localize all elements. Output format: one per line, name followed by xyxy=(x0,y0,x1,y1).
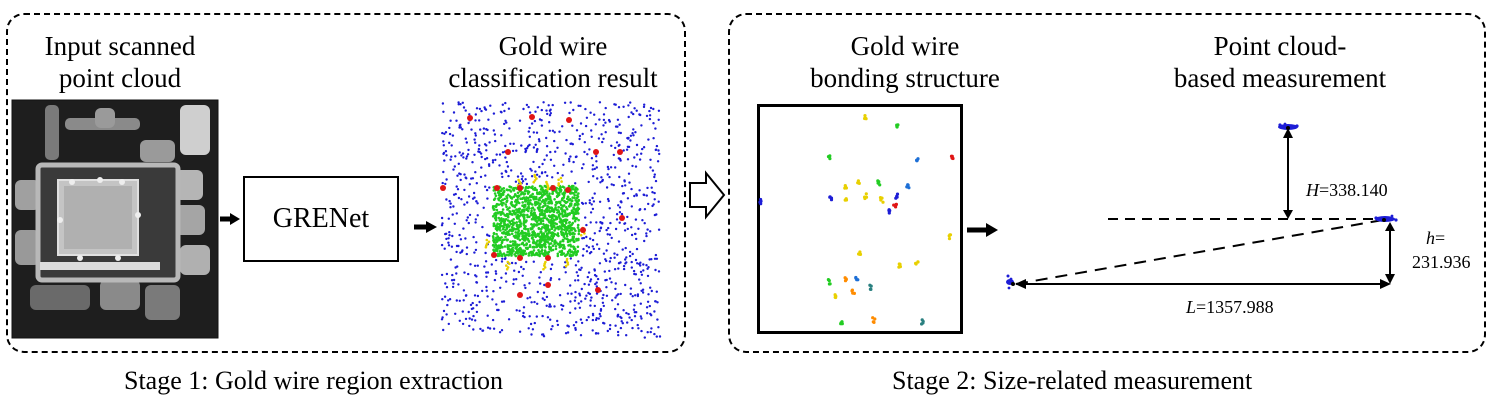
classification-title-line2: classification result xyxy=(448,63,658,93)
scan-title: Input scanned point cloud xyxy=(20,30,220,94)
h-equals: = xyxy=(1435,228,1446,248)
L-value: =1357.988 xyxy=(1196,297,1274,317)
measurement-title-line1: Point cloud- xyxy=(1213,31,1347,61)
bonding-structure-frame xyxy=(757,104,963,334)
measurement-title-line2: based measurement xyxy=(1173,63,1387,93)
L-variable: L xyxy=(1186,297,1197,317)
h-variable: h xyxy=(1426,228,1435,248)
L-measurement-label: L=1357.988 xyxy=(1186,297,1274,318)
bonding-title-line1: Gold wire xyxy=(850,31,960,61)
H-measurement-label: H=338.140 xyxy=(1306,180,1388,201)
stage1-caption: Stage 1: Gold wire region extraction xyxy=(124,366,504,395)
grenet-model-box: GRENet xyxy=(243,176,399,262)
H-variable: H xyxy=(1306,180,1319,200)
classification-title: Gold wire classification result xyxy=(428,30,678,94)
classification-title-line1: Gold wire xyxy=(498,31,608,61)
stage2-caption: Stage 2: Size-related measurement xyxy=(892,366,1253,395)
scan-title-line1: Input scanned xyxy=(44,31,196,61)
scan-title-line2: point cloud xyxy=(58,63,182,93)
bonding-title-line2: bonding structure xyxy=(810,63,1000,93)
slant-line xyxy=(1015,219,1384,285)
h-value: 231.936 xyxy=(1412,252,1471,272)
stage2-box xyxy=(728,13,1486,353)
grenet-label: GRENet xyxy=(272,203,370,234)
H-value: =338.140 xyxy=(1319,180,1388,200)
bonding-title: Gold wire bonding structure xyxy=(795,30,1015,94)
h-measurement-label: h= 231.936 xyxy=(1412,226,1471,274)
stage1-box xyxy=(6,13,686,353)
measurement-title: Point cloud- based measurement xyxy=(1150,30,1410,94)
